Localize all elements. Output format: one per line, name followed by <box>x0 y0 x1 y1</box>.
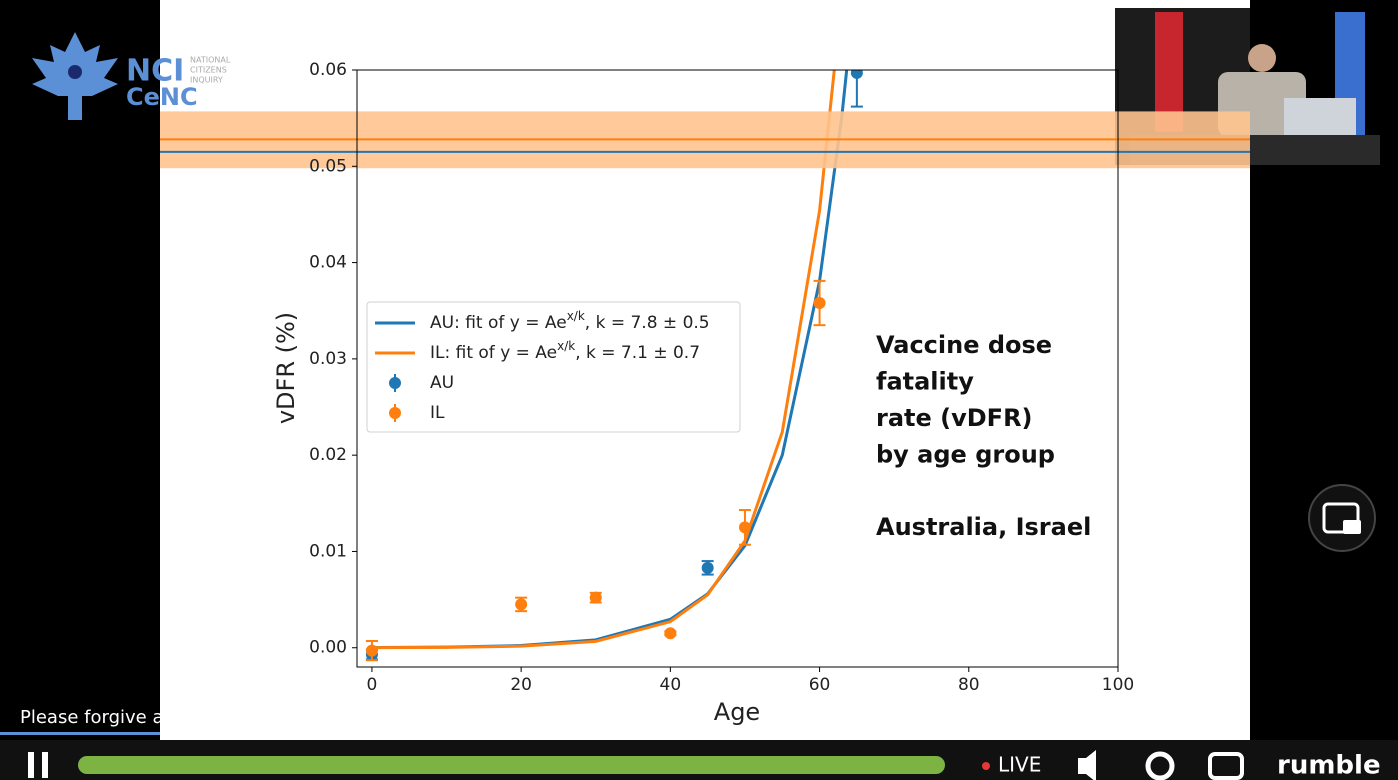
legend-label-part: AU: fit of <box>430 313 510 333</box>
chart: 0 20 40 60 80 100 0.00 0.01 0.02 0.03 0.04 0.05 0.06… <box>160 60 1250 726</box>
progress-bar[interactable] <box>78 756 945 774</box>
error-point <box>813 279 826 327</box>
popout-button[interactable] <box>1308 484 1376 552</box>
popout-circle <box>1308 484 1376 552</box>
logo-text: CITIZENS <box>190 66 227 75</box>
legend-label: IL <box>430 403 445 423</box>
legend-label: AU <box>430 373 454 393</box>
popout-icon <box>1343 520 1361 534</box>
point <box>515 598 528 611</box>
legend-label-part: IL: fit of <box>430 343 500 363</box>
x-tick-label: 20 <box>510 675 532 695</box>
point <box>850 70 863 79</box>
annotation: rate (vDFR) <box>876 404 1033 432</box>
x-tick-label: 0 <box>367 675 378 695</box>
logo-cenc: CeNC <box>126 83 198 111</box>
annotation: fatality <box>876 368 974 396</box>
caption: Please forgive any delays and bear with … <box>20 707 594 728</box>
error-point <box>515 596 528 613</box>
live-label[interactable]: LIVE <box>998 753 1041 777</box>
logo-text: INQUIRY <box>190 76 223 85</box>
annotation-note: Australia, Israel <box>876 513 1091 541</box>
point <box>738 521 751 534</box>
pause-icon <box>28 752 34 778</box>
y-axis-label: vDFR (%) <box>272 312 300 424</box>
x-axis-label: Age <box>714 698 760 726</box>
y-tick-label: 0.01 <box>309 541 347 561</box>
legend-label-part: x/k <box>557 339 575 353</box>
speaker-head <box>1248 44 1276 72</box>
legend-label: IL: fit of y = Aex/k, k = 7.1 ± 0.7 <box>430 339 700 364</box>
point <box>365 644 378 657</box>
point <box>664 627 677 640</box>
volume-button[interactable] <box>1078 750 1096 780</box>
logo: NCI CeNC NATIONAL CITIZENS INQUIRY <box>32 32 231 120</box>
legend-label-part: , k = 7.8 ± 0.5 <box>585 313 710 333</box>
live-dot <box>982 762 990 770</box>
legend-label: AU: fit of y = Aex/k, k = 7.8 ± 0.5 <box>430 309 710 334</box>
pip-button[interactable] <box>1208 752 1244 780</box>
legend-label-part: y = Ae <box>510 313 567 333</box>
error-point <box>589 591 602 604</box>
error-point <box>701 560 714 576</box>
legend-label-part: y = Ae <box>500 343 557 363</box>
fit-line <box>371 70 836 650</box>
legend-marker <box>389 377 401 389</box>
caption-line <box>0 732 160 735</box>
y-tick-label: 0.02 <box>309 445 347 465</box>
y-tick-label: 0.00 <box>309 638 347 658</box>
error-point <box>738 509 751 546</box>
point <box>813 297 826 310</box>
x-tick-label: 40 <box>660 675 682 695</box>
y-tick-label: 0.03 <box>309 349 347 369</box>
logo-dot <box>68 65 82 79</box>
logo-text: NATIONAL <box>190 56 231 65</box>
y-tick-label: 0.05 <box>309 156 347 176</box>
x-tick-label: 80 <box>958 675 980 695</box>
pause-button[interactable] <box>28 752 48 778</box>
error-point <box>365 640 378 662</box>
popout-icon <box>1322 502 1360 534</box>
axes-frame <box>356 69 1119 668</box>
x-tick-label: 60 <box>809 675 831 695</box>
legend-marker <box>389 407 401 419</box>
y-tick-label: 0.06 <box>309 60 347 80</box>
logo-nci: NCI <box>126 54 184 89</box>
pause-icon <box>42 752 48 778</box>
legend-box <box>366 301 741 433</box>
legend-label-part: x/k <box>567 309 585 323</box>
error-point <box>664 627 677 640</box>
legend: AU: fit of y = Aex/k, k = 7.8 ± 0.5IL: f… <box>366 301 741 433</box>
annotation: by age group <box>876 441 1055 469</box>
annotation: Vaccine dose <box>876 331 1052 359</box>
legend-label-part: , k = 7.1 ± 0.7 <box>575 343 700 363</box>
point <box>701 561 714 574</box>
settings-button[interactable] <box>1145 751 1175 780</box>
error-point <box>850 70 863 108</box>
brand: rumble <box>1277 751 1381 780</box>
y-tick-label: 0.04 <box>309 253 347 273</box>
point <box>589 591 602 604</box>
x-tick-label: 100 <box>1102 675 1134 695</box>
plot-area <box>365 70 863 662</box>
